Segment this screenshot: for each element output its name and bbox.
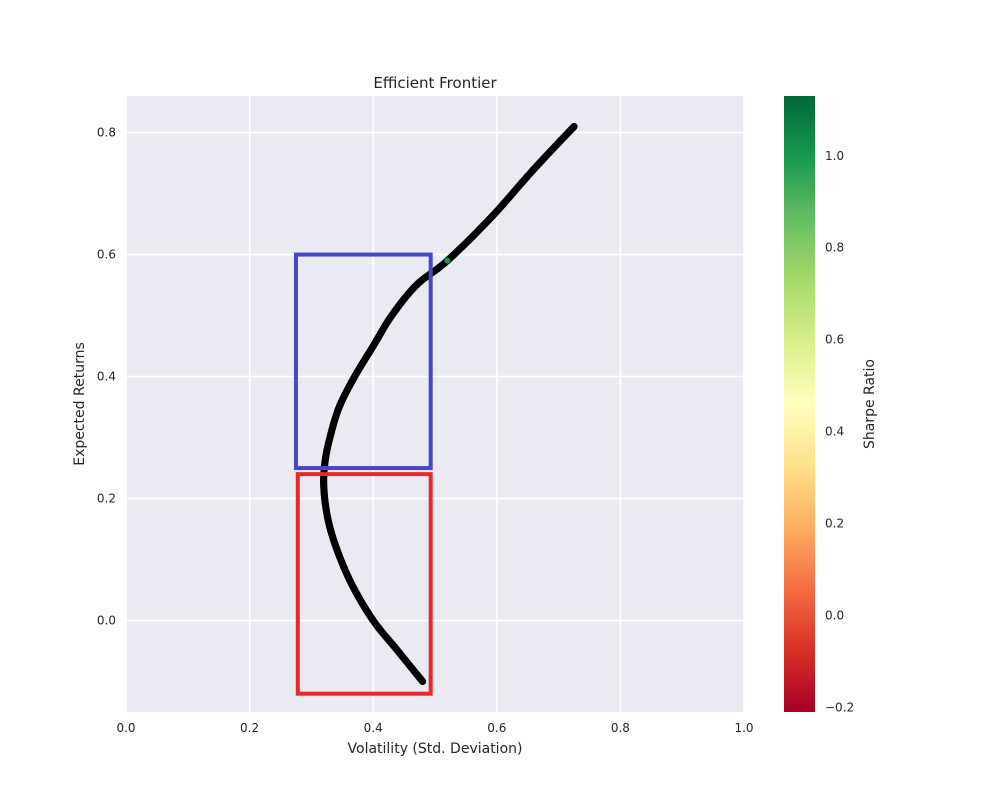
y-axis-label: Expected Returns [72,342,88,466]
y-tick-label: 0.0 [97,614,116,628]
y-tick-label: 0.4 [97,370,116,384]
x-tick-label: 0.0 [116,721,135,735]
x-tick-label: 0.4 [364,721,383,735]
colorbar-tick-label: 1.0 [825,149,844,163]
x-tick-label: 1.0 [734,721,753,735]
colorbar-tick-label: 0.0 [825,608,844,622]
max-sharpe-point [444,257,451,264]
axis-ticks: 0.0 0.2 0.4 0.6 0.8 1.0 0.0 0.2 0.4 0.6 0.8 [97,126,754,735]
annotations [293,252,433,696]
colorbar-tick-label: −0.2 [825,700,854,714]
chart-title: Efficient Frontier [373,74,497,92]
colorbar-tick-label: 0.2 [825,517,844,531]
colorbar [784,96,815,712]
y-tick-label: 0.6 [97,248,116,262]
colorbar-label: Sharpe Ratio [862,359,878,449]
x-tick-label: 0.6 [487,721,506,735]
plot-area [126,96,744,712]
y-tick-label: 0.2 [97,492,116,506]
colorbar-tick-label: 0.6 [825,333,844,347]
blue-highlight-box [293,252,433,471]
colorbar-tick-label: 0.4 [825,425,844,439]
frontier-point [570,122,578,131]
x-tick-label: 0.8 [611,721,630,735]
colorbar-ticks: −0.2 0.0 0.2 0.4 0.6 0.8 1.0 [825,149,854,715]
grid [125,96,745,712]
x-axis-label: Volatility (Std. Deviation) [348,741,523,757]
x-tick-label: 0.2 [240,721,259,735]
colorbar-tick-label: 0.8 [825,241,844,255]
red-highlight-box [295,472,433,696]
y-tick-label: 0.8 [97,126,116,140]
